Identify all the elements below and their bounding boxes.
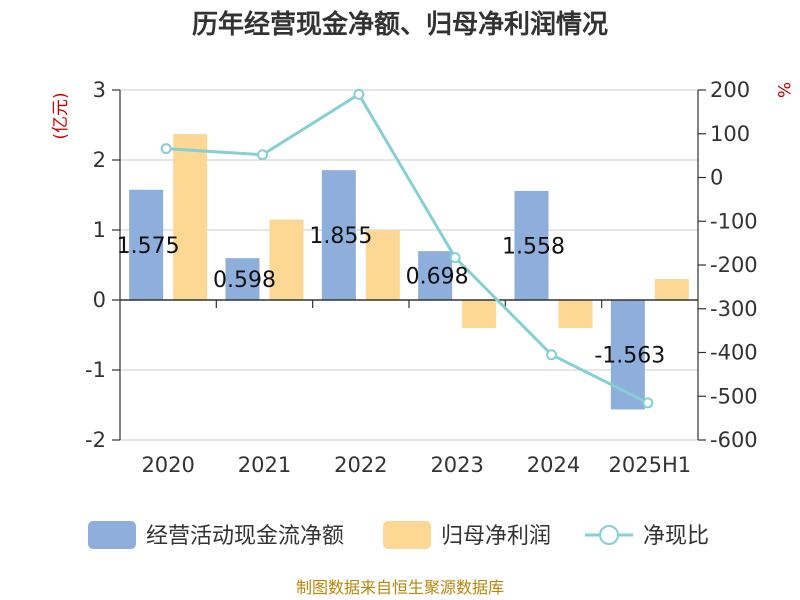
right-tick-label: 200 <box>710 78 750 102</box>
category-label: 2022 <box>334 453 387 477</box>
category-label: 2023 <box>430 453 483 477</box>
bar-netprofit <box>365 230 400 300</box>
legend-label: 经营活动现金流净额 <box>146 524 344 549</box>
line-point <box>353 88 365 100</box>
category-label: 2024 <box>527 453 580 477</box>
source-note: 制图数据来自恒生聚源数据库 <box>296 578 504 597</box>
legend-marker <box>599 525 619 545</box>
right-tick-label: -500 <box>710 384 758 408</box>
line-point <box>449 252 461 264</box>
bar-netprofit <box>173 134 208 300</box>
line-point <box>257 149 268 161</box>
data-labels: 1.575 0.598 1.855 0.698 1.558 -1.563 <box>117 224 666 369</box>
left-tick-label: 0 <box>93 288 106 312</box>
line-point <box>642 397 654 409</box>
bar-netprofit <box>654 279 689 300</box>
bar-cashflow <box>321 170 356 300</box>
bar-cashflow <box>418 251 453 300</box>
legend-swatch <box>383 521 431 549</box>
left-tick-label: 1 <box>93 218 106 242</box>
right-tick-label: -400 <box>710 341 758 365</box>
line-point <box>546 349 557 361</box>
right-axis-unit: % <box>773 82 793 98</box>
data-label: 0.598 <box>213 268 276 293</box>
axes <box>112 89 706 441</box>
data-label: 1.575 <box>117 234 180 259</box>
data-label: -1.563 <box>594 344 665 369</box>
bar-netprofit <box>558 300 593 328</box>
right-tick-label: -300 <box>710 297 758 321</box>
legend-label: 归母净利润 <box>441 524 551 549</box>
tick-labels: 3 2 1 0 -1 -2 200 100 0 -100 -200 -300 -400 -500 -600 2… <box>85 78 758 477</box>
right-tick-label: -600 <box>710 428 758 452</box>
legend: 经营活动现金流净额 归母净利润 净现比 <box>88 521 709 549</box>
chart-title: 历年经营现金净额、归母净利润情况 <box>192 9 608 40</box>
category-label: 2021 <box>238 453 291 477</box>
category-label: 2020 <box>141 453 194 477</box>
data-label: 1.855 <box>309 224 372 249</box>
line-point <box>160 143 172 155</box>
right-tick-label: 100 <box>710 122 750 146</box>
legend-swatch <box>88 521 136 549</box>
category-label: 2025H1 <box>609 453 692 477</box>
line-series <box>160 88 654 409</box>
right-tick-label: 0 <box>710 166 723 190</box>
left-tick-label: 2 <box>93 148 106 172</box>
data-label: 0.698 <box>406 265 469 290</box>
left-tick-label: 3 <box>93 78 106 102</box>
left-tick-label: -1 <box>85 358 106 382</box>
legend-label: 净现比 <box>643 524 709 549</box>
bar-cashflow <box>514 190 549 300</box>
left-tick-label: -2 <box>85 428 106 452</box>
right-tick-label: -200 <box>710 253 758 277</box>
bar-netprofit <box>269 219 304 300</box>
left-axis-unit: (亿元) <box>51 92 71 139</box>
bar-netprofit <box>462 300 497 328</box>
bar-cashflow <box>225 258 260 300</box>
right-tick-label: -100 <box>710 209 758 233</box>
bar-cashflow <box>129 189 164 300</box>
data-label: 1.558 <box>502 234 565 259</box>
line-path <box>166 92 649 405</box>
